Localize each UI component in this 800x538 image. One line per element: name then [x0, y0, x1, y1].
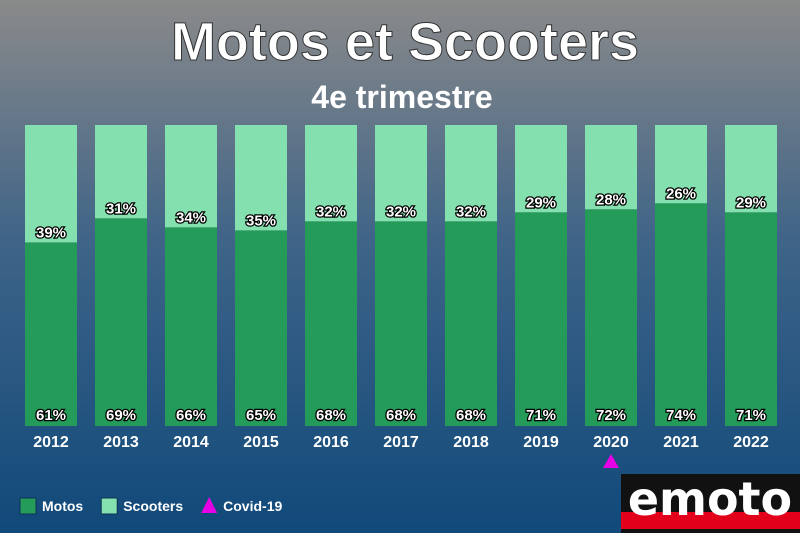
- logo-stripe: [621, 512, 800, 529]
- bar-segment: [305, 221, 357, 426]
- legend-marker: [201, 497, 218, 513]
- bar-segment: [375, 125, 427, 222]
- value-label: 26%: [666, 185, 696, 202]
- value-label: 68%: [386, 407, 416, 424]
- bar-segment: [515, 125, 567, 213]
- bar-segment: [725, 125, 777, 213]
- x-tick-label: 2018: [453, 434, 489, 451]
- value-label: 32%: [456, 203, 486, 220]
- bar-segment: [235, 125, 287, 231]
- value-label: 29%: [736, 194, 766, 211]
- legend-label: Covid-19: [223, 498, 282, 514]
- bar-segment: [725, 212, 777, 426]
- marker: [603, 454, 619, 468]
- bar-segment: [25, 125, 77, 243]
- value-label: 32%: [316, 203, 346, 220]
- x-tick-label: 2013: [103, 434, 139, 451]
- bar-segment: [445, 221, 497, 426]
- bar-segment: [25, 242, 77, 426]
- value-label: 66%: [176, 407, 206, 424]
- bar-segment: [585, 209, 637, 426]
- bar-segment: [375, 221, 427, 426]
- value-label: 28%: [596, 191, 626, 208]
- x-tick-label: 2021: [663, 434, 699, 451]
- x-tick-label: 2012: [33, 434, 69, 451]
- value-label: 68%: [316, 407, 346, 424]
- x-tick-label: 2014: [173, 434, 209, 451]
- x-tick-label: 2022: [733, 434, 769, 451]
- value-label: 35%: [246, 212, 276, 229]
- legend-swatch: [100, 497, 118, 515]
- bar-segment: [655, 125, 707, 204]
- bar-segment: [305, 125, 357, 222]
- logo: emoto: [628, 472, 792, 526]
- value-label: 39%: [36, 224, 66, 241]
- bar-segment: [585, 125, 637, 210]
- value-label: 71%: [736, 407, 766, 424]
- value-label: 74%: [666, 407, 696, 424]
- bar-segment: [655, 203, 707, 426]
- value-label: 71%: [526, 407, 556, 424]
- value-label: 31%: [106, 200, 136, 217]
- bar-segment: [235, 230, 287, 426]
- value-label: 69%: [106, 407, 136, 424]
- x-tick-label: 2019: [523, 434, 559, 451]
- x-tick-label: 2020: [593, 434, 629, 451]
- bar-segment: [95, 125, 147, 219]
- value-label: 34%: [176, 209, 206, 226]
- bar-segment: [445, 125, 497, 222]
- value-label: 65%: [246, 407, 276, 424]
- value-label: 72%: [596, 407, 626, 424]
- x-tick-label: 2016: [313, 434, 349, 451]
- x-tick-label: 2017: [383, 434, 419, 451]
- value-label: 61%: [36, 407, 66, 424]
- bar-segment: [515, 212, 567, 426]
- bar-segment: [95, 218, 147, 426]
- value-label: 29%: [526, 194, 556, 211]
- legend-label: Scooters: [123, 498, 183, 514]
- value-label: 32%: [386, 203, 416, 220]
- x-tick-label: 2015: [243, 434, 279, 451]
- chart-subtitle: 4e trimestre: [311, 79, 492, 115]
- chart-title: Motos et Scooters: [171, 12, 639, 72]
- legend-label: Motos: [42, 498, 83, 514]
- bar-segment: [165, 227, 217, 426]
- bar-segment: [165, 125, 217, 228]
- legend-swatch: [19, 497, 37, 515]
- value-label: 68%: [456, 407, 486, 424]
